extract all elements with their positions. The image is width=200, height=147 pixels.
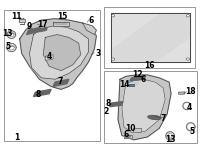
Text: 7: 7 [161, 114, 166, 123]
Polygon shape [185, 104, 189, 108]
Text: 5: 5 [189, 127, 194, 136]
Text: 4: 4 [187, 103, 192, 112]
Text: 15: 15 [57, 12, 67, 21]
Text: 11: 11 [11, 12, 22, 21]
Bar [4, 10, 100, 141]
Text: 6: 6 [123, 130, 128, 139]
Polygon shape [9, 32, 14, 37]
Polygon shape [83, 23, 96, 35]
Bar [104, 7, 195, 68]
Text: 18: 18 [185, 87, 196, 96]
Circle shape [112, 58, 115, 60]
Text: 6: 6 [141, 75, 146, 84]
Ellipse shape [125, 135, 131, 138]
Text: 10: 10 [126, 123, 136, 132]
Polygon shape [133, 128, 141, 132]
Text: 2: 2 [104, 107, 109, 116]
Polygon shape [186, 123, 195, 131]
Polygon shape [20, 19, 96, 89]
Text: 8: 8 [36, 90, 41, 99]
Text: 12: 12 [132, 70, 143, 79]
Text: 7: 7 [57, 77, 63, 86]
Polygon shape [9, 45, 14, 50]
Text: 4: 4 [47, 52, 52, 61]
Polygon shape [33, 89, 51, 97]
Polygon shape [122, 79, 165, 133]
Polygon shape [27, 27, 40, 35]
Bar [104, 71, 197, 143]
Text: 5: 5 [5, 42, 10, 51]
Text: 1: 1 [14, 133, 19, 142]
Polygon shape [43, 35, 81, 71]
Bar [129, 84, 134, 86]
Text: 8: 8 [106, 99, 111, 108]
Polygon shape [53, 79, 69, 86]
Text: 16: 16 [144, 61, 155, 70]
Ellipse shape [148, 115, 161, 120]
Text: 3: 3 [96, 49, 101, 58]
Text: 13: 13 [3, 29, 13, 38]
Polygon shape [130, 76, 146, 81]
Polygon shape [179, 92, 185, 94]
Polygon shape [110, 102, 123, 107]
Text: 6: 6 [89, 16, 94, 25]
Circle shape [112, 15, 115, 17]
Circle shape [186, 15, 189, 17]
Text: 9: 9 [27, 22, 32, 31]
Polygon shape [7, 43, 16, 52]
Polygon shape [45, 55, 53, 61]
Text: 13: 13 [165, 135, 175, 144]
Polygon shape [183, 102, 191, 110]
Polygon shape [118, 75, 171, 140]
Polygon shape [124, 135, 132, 138]
Polygon shape [188, 125, 193, 129]
Circle shape [186, 58, 189, 60]
Polygon shape [30, 26, 89, 79]
Polygon shape [7, 31, 16, 38]
Polygon shape [168, 134, 172, 138]
Polygon shape [53, 22, 69, 26]
Polygon shape [39, 27, 47, 32]
Polygon shape [19, 19, 25, 22]
Text: 14: 14 [120, 80, 130, 89]
Text: 17: 17 [37, 20, 48, 29]
Polygon shape [132, 82, 139, 86]
Polygon shape [111, 13, 190, 62]
Polygon shape [166, 132, 174, 140]
